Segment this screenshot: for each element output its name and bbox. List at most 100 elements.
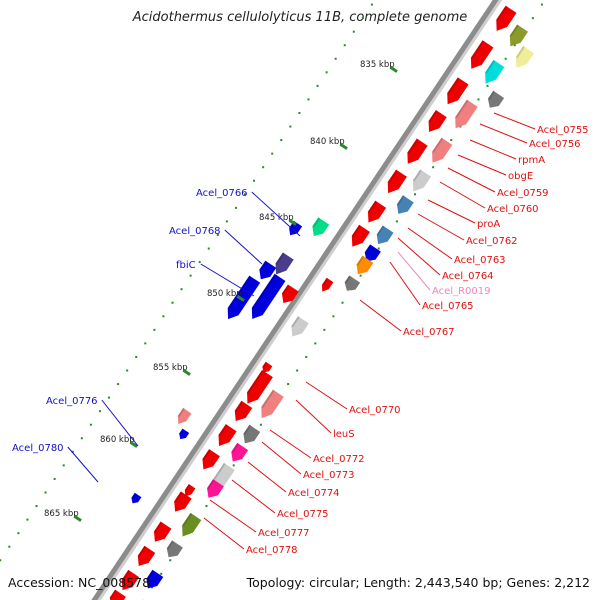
gene-arrow <box>485 59 505 84</box>
gene-arrow-shape <box>262 361 273 373</box>
kbp-tick <box>288 218 297 226</box>
label-leader <box>493 112 536 130</box>
gene-arrow-shape <box>227 275 261 320</box>
gene-arrow <box>184 483 196 497</box>
gene-label[interactable]: Acel_0756 <box>529 139 581 150</box>
gene-label[interactable]: Acel_0759 <box>497 188 549 199</box>
tick-dot <box>198 261 201 264</box>
gene-arrow-shape <box>218 424 237 446</box>
gene-label[interactable]: Acel_0774 <box>288 488 340 499</box>
gene-arrow-shadow <box>109 589 117 599</box>
gene-label[interactable]: Acel_0760 <box>487 204 539 215</box>
label-leader <box>397 237 441 276</box>
label-leader <box>67 446 99 483</box>
gene-label[interactable]: obgE <box>508 171 533 182</box>
tick-dot <box>171 301 174 304</box>
gene-arrow <box>179 428 190 440</box>
label-leader <box>397 251 431 291</box>
gene-arrow <box>412 169 432 192</box>
label-leader <box>209 499 257 533</box>
gene-label[interactable]: proA <box>477 219 500 230</box>
gene-arrow-shape <box>153 521 172 542</box>
gene-label[interactable]: Acel_0767 <box>403 327 455 338</box>
gene-arrow-shape <box>261 389 284 419</box>
tick-dot <box>62 464 65 467</box>
tick-dot <box>0 559 2 562</box>
gene-arrow <box>182 512 202 537</box>
tick-dot <box>253 179 256 182</box>
gene-arrow-shape <box>182 512 202 537</box>
tick-dot <box>225 220 228 223</box>
tick-dot <box>513 44 516 47</box>
gene-arrow <box>177 407 192 424</box>
tick-dot <box>287 383 290 386</box>
gene-arrow-shadow <box>243 424 252 435</box>
gene-arrow-shadow <box>275 252 285 265</box>
gene-arrow <box>509 24 528 47</box>
label-leader <box>359 299 402 332</box>
tick-dot <box>44 491 47 494</box>
label-leader <box>427 199 476 224</box>
gene-arrow-shape <box>179 428 190 440</box>
gene-label[interactable]: Acel_0770 <box>349 405 401 416</box>
gene-label[interactable]: fbiC <box>176 260 196 271</box>
gene-label[interactable]: Acel_0772 <box>313 454 365 465</box>
gene-arrow-shape <box>376 225 394 245</box>
gene-arrow <box>218 424 237 446</box>
gene-label[interactable]: Acel_R0019 <box>432 286 491 297</box>
gene-label[interactable]: Acel_0773 <box>303 470 355 481</box>
gene-label[interactable]: Acel_0776 <box>46 396 98 407</box>
tick-dot <box>341 301 344 304</box>
gene-label[interactable]: Acel_0764 <box>442 271 494 282</box>
gene-label[interactable]: Acel_0778 <box>246 545 298 556</box>
gene-arrow-shape <box>109 589 126 600</box>
gene-arrow-shadow <box>428 110 438 123</box>
gene-arrow <box>137 545 156 566</box>
gene-arrow-shadow <box>182 512 193 527</box>
gene-label[interactable]: Acel_0762 <box>466 236 518 247</box>
tick-dot <box>216 233 219 236</box>
kbp-label: 845 kbp <box>259 213 294 223</box>
gene-arrow-shadow <box>207 479 215 490</box>
gene-arrow-shape <box>367 200 387 223</box>
gene-arrow <box>376 225 394 245</box>
tick-dot <box>377 247 380 250</box>
gene-arrow-shadow <box>121 569 130 581</box>
gene-label[interactable]: Acel_0780 <box>12 443 64 454</box>
gene-arrow <box>109 589 126 600</box>
gene-arrow-shadow <box>137 545 147 557</box>
gene-arrow-shape <box>407 138 428 164</box>
gene-arrow-shadow <box>376 225 385 236</box>
tick-dot <box>180 288 183 291</box>
tick-dot <box>504 57 507 60</box>
gene-arrow <box>153 521 172 542</box>
gene-arrow-shadow <box>432 137 444 153</box>
gene-label[interactable]: Acel_0763 <box>454 255 506 266</box>
kbp-tick <box>73 514 82 522</box>
gene-label[interactable]: Acel_0765 <box>422 301 474 312</box>
tick-dot <box>271 152 274 155</box>
label-leader <box>457 154 507 176</box>
gene-arrow <box>396 195 414 214</box>
gene-label[interactable]: Acel_0777 <box>258 528 310 539</box>
gene-label[interactable]: rpmA <box>518 155 545 166</box>
tick-dot <box>98 410 101 413</box>
gene-arrow-shadow <box>131 492 137 499</box>
gene-label[interactable]: leuS <box>333 429 355 440</box>
label-leader <box>269 429 312 459</box>
tick-dot <box>53 477 56 480</box>
gene-label[interactable]: Acel_0775 <box>277 509 329 520</box>
gene-label[interactable]: Acel_0768 <box>169 226 221 237</box>
gene-arrow <box>367 200 387 223</box>
gene-arrow-shape <box>312 217 330 236</box>
tick-dot <box>17 532 20 535</box>
gene-arrow <box>131 492 142 504</box>
gene-arrow-shadow <box>351 224 361 237</box>
gene-arrow <box>470 40 494 69</box>
gene-arrow-shape <box>356 255 374 275</box>
tick-dot <box>262 166 265 169</box>
tick-dot <box>486 84 489 87</box>
gene-label[interactable]: Acel_0766 <box>196 188 248 199</box>
gene-label[interactable]: Acel_0755 <box>537 125 589 136</box>
